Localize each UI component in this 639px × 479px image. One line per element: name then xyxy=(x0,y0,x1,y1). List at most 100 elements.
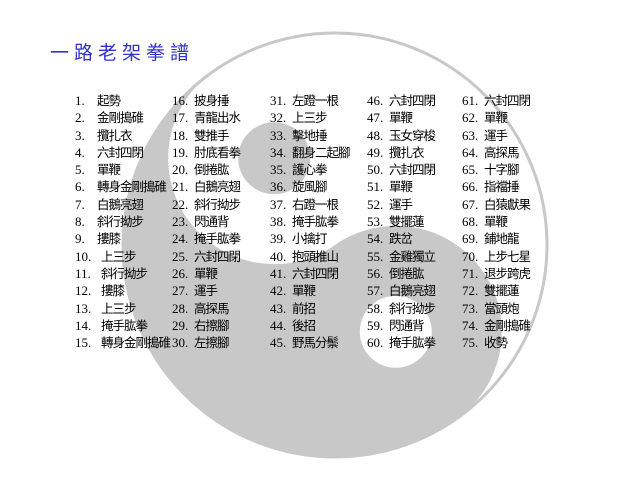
form-list-item: 45. 野馬分鬃 xyxy=(270,334,350,351)
item-number: 37. xyxy=(270,196,287,212)
item-number: 70. xyxy=(462,248,479,264)
item-number: 46. xyxy=(367,93,384,108)
page-title: 一路老架拳譜 xyxy=(50,42,195,64)
item-name: 上三步 xyxy=(101,248,137,264)
item-number: 72. xyxy=(462,283,479,299)
item-number: 17. xyxy=(172,110,189,126)
form-list-item: 36. 旋風腳 xyxy=(270,178,350,195)
form-list-item: 28. 高探馬 xyxy=(172,300,240,317)
item-number: 22. xyxy=(172,196,189,212)
item-name: 雙推手 xyxy=(194,127,230,143)
form-list-item: 64. 高探馬 xyxy=(462,144,530,161)
form-list-item: 6. 轉身金剛搗碓 xyxy=(75,178,170,195)
item-number: 61. xyxy=(462,93,479,108)
item-number: 53. xyxy=(367,214,384,230)
item-name: 斜行拗步 xyxy=(97,214,144,230)
item-name: 翻身二起腳 xyxy=(292,144,351,160)
form-list-item: 8. 斜行拗步 xyxy=(75,213,170,230)
item-number: 23. xyxy=(172,214,189,230)
item-name: 退步跨虎 xyxy=(484,265,531,281)
form-list-item: 73. 當頭炮 xyxy=(462,300,530,317)
form-list-item: 34. 翻身二起腳 xyxy=(270,144,351,161)
item-name: 掩手肱拳 xyxy=(194,231,241,247)
item-name: 玉女穿梭 xyxy=(389,127,436,143)
item-number: 64. xyxy=(462,144,479,160)
item-number: 35. xyxy=(270,162,287,178)
form-list-item: 47. 單鞭 xyxy=(367,109,435,126)
item-name: 金剛搗碓 xyxy=(97,110,144,126)
form-list-item: 26. 單鞭 xyxy=(172,265,240,282)
item-name: 左蹬一根 xyxy=(292,93,339,108)
item-name: 起勢 xyxy=(97,93,121,108)
form-list-item: 24. 掩手肱拳 xyxy=(172,230,241,247)
form-list-item: 10. 上三步 xyxy=(75,248,170,265)
item-number: 10. xyxy=(75,248,92,264)
form-list-item: 25. 六封四閉 xyxy=(172,248,241,265)
form-list-item: 20. 倒捲肱 xyxy=(172,161,240,178)
item-name: 旋風腳 xyxy=(292,179,328,195)
form-list-item: 38. 掩手肱拳 xyxy=(270,213,350,230)
item-number: 50. xyxy=(367,162,384,178)
item-number: 74. xyxy=(462,317,479,333)
item-name: 轉身金剛搗碓 xyxy=(97,179,167,195)
form-list-item: 1. 起勢 xyxy=(75,92,170,109)
form-list-item: 41. 六封四閉 xyxy=(270,265,350,282)
item-name: 抱頭推山 xyxy=(292,248,339,264)
form-column-2: 16. 披身捶 17. 青龍出水 18. 雙推手 19. 肘底看拳 20. 倒捲肱 21. 白鵝亮翅 2… xyxy=(172,92,241,351)
item-name: 上三步 xyxy=(101,300,137,316)
form-list-item: 40. 抱頭推山 xyxy=(270,248,350,265)
item-name: 閃通背 xyxy=(389,317,425,333)
form-list-item: 39. 小擒打 xyxy=(270,230,350,247)
item-number: 66. xyxy=(462,179,479,195)
item-number: 9. xyxy=(75,231,85,247)
item-name: 六封四閉 xyxy=(389,162,436,178)
item-number: 28. xyxy=(172,300,189,316)
item-number: 34. xyxy=(270,144,287,160)
item-name: 護心拳 xyxy=(292,162,328,178)
item-number: 43. xyxy=(270,300,287,316)
item-name: 後招 xyxy=(292,317,316,333)
item-name: 斜行拗步 xyxy=(194,196,241,212)
item-number: 29. xyxy=(172,317,189,333)
item-name: 右擦腳 xyxy=(194,317,230,333)
form-list-item: 56. 倒捲肱 xyxy=(367,265,435,282)
form-column-4: 46. 六封四閉 47. 單鞭 48. 玉女穿梭 49. 攬扎衣 50. 六封四閉 51. 單鞭 52.… xyxy=(367,92,436,351)
item-number: 38. xyxy=(270,214,287,230)
item-name: 單鞭 xyxy=(389,110,413,126)
item-name: 六封四閉 xyxy=(194,248,241,264)
form-list-item: 23. 閃通背 xyxy=(172,213,240,230)
item-name: 斜行拗步 xyxy=(101,265,148,281)
item-name: 跌岔 xyxy=(389,231,413,247)
item-name: 掩手肱拳 xyxy=(101,317,148,333)
item-name: 單鞭 xyxy=(484,110,508,126)
form-list-item: 17. 青龍出水 xyxy=(172,109,241,126)
item-name: 運手 xyxy=(194,283,218,299)
item-number: 63. xyxy=(462,127,479,143)
item-name: 六封四閉 xyxy=(97,144,144,160)
item-number: 42. xyxy=(270,283,287,299)
item-name: 肘底看拳 xyxy=(194,144,241,160)
item-name: 青龍出水 xyxy=(194,110,241,126)
item-number: 55. xyxy=(367,248,384,264)
item-name: 攬扎衣 xyxy=(97,127,133,143)
item-number: 25. xyxy=(172,248,189,264)
item-number: 13. xyxy=(75,300,92,316)
item-name: 收勢 xyxy=(484,335,508,351)
item-number: 44. xyxy=(270,317,287,333)
item-number: 5. xyxy=(75,162,85,178)
form-list-item: 69. 鋪地龍 xyxy=(462,230,530,247)
form-list-item: 42. 單鞭 xyxy=(270,282,350,299)
item-name: 運手 xyxy=(484,127,508,143)
item-name: 前招 xyxy=(292,300,316,316)
item-name: 六封四閉 xyxy=(389,93,436,108)
form-list-item: 70. 上步七星 xyxy=(462,248,531,265)
item-number: 73. xyxy=(462,300,479,316)
item-name: 上步七星 xyxy=(484,248,531,264)
form-list-item: 7. 白鵝亮翅 xyxy=(75,196,170,213)
form-list-item: 63. 運手 xyxy=(462,127,530,144)
item-number: 39. xyxy=(270,231,287,247)
form-list-item: 58. 斜行拗步 xyxy=(367,300,436,317)
item-number: 47. xyxy=(367,110,384,126)
item-number: 75. xyxy=(462,335,479,351)
item-name: 倒捲肱 xyxy=(389,265,425,281)
